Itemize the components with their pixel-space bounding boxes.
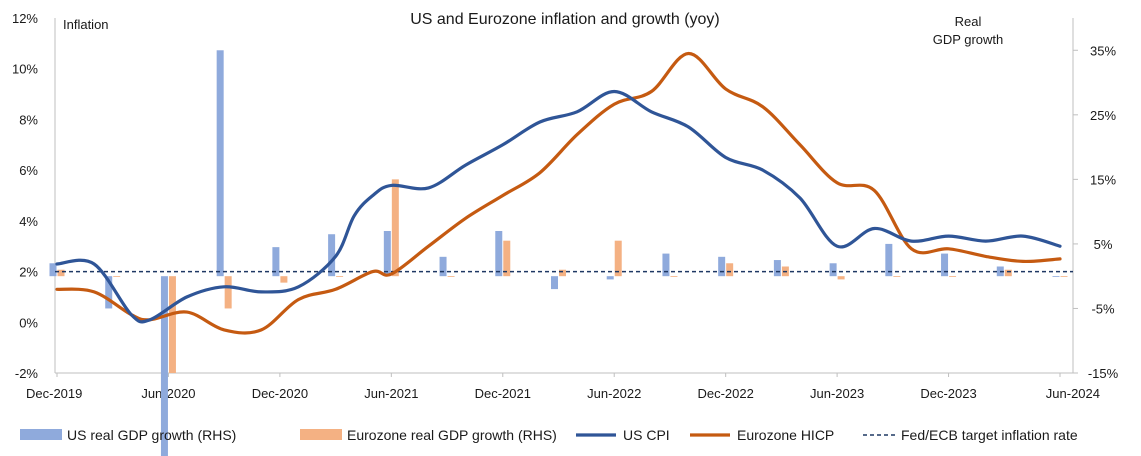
eurozone-gdp-bar xyxy=(837,276,845,280)
plot-area: -2% 0% 2% 4% 6% 8% 10% 12% -15% -5% 5% 15% 25% 35% Dec… xyxy=(12,11,1119,456)
eurozone-gdp-bar xyxy=(336,276,344,277)
eurozone-gdp-bar xyxy=(726,263,734,277)
us-gdp-bar xyxy=(1052,276,1060,277)
legend-us-gdp-label: US real GDP growth (RHS) xyxy=(67,427,236,443)
left-tick-label: 6% xyxy=(19,163,38,178)
eurozone-gdp-bar xyxy=(503,240,511,277)
eurozone-gdp-bar xyxy=(559,269,566,277)
eurozone-gdp-bar xyxy=(57,269,65,277)
us-gdp-bar xyxy=(606,276,614,280)
legend-us-gdp: US real GDP growth (RHS) xyxy=(20,427,236,443)
left-tick-label: 2% xyxy=(19,265,38,280)
right-axis-label-line-1: Real xyxy=(955,14,982,29)
legend-eurozone-gdp: Eurozone real GDP growth (RHS) xyxy=(300,427,557,443)
x-tick-label: Jun-2020 xyxy=(141,386,195,401)
x-tick-label: Jun-2022 xyxy=(587,386,641,401)
x-tick-label: Dec-2021 xyxy=(475,386,531,401)
left-tick-label: -2% xyxy=(15,366,39,381)
us-gdp-bar xyxy=(829,263,837,277)
eurozone-hicp-line xyxy=(55,51,1062,335)
us-gdp-bar xyxy=(49,263,57,277)
us-gdp-bar xyxy=(105,276,113,309)
eurozone-gdp-bar xyxy=(168,276,176,373)
eurozone-gdp-bar xyxy=(670,276,678,277)
right-tick-label: -15% xyxy=(1088,366,1119,381)
legend-us-cpi: US CPI xyxy=(576,427,670,443)
legend-eurozone-gdp-swatch xyxy=(300,429,342,440)
right-axis-label-line-2: GDP growth xyxy=(933,32,1004,47)
eurozone-gdp-bar xyxy=(893,276,901,277)
right-tick-label: 25% xyxy=(1090,108,1116,123)
eurozone-gdp-bar xyxy=(1060,276,1068,277)
us-gdp-bar xyxy=(551,276,558,290)
eurozone-gdp-bar xyxy=(614,240,622,277)
us-gdp-bar xyxy=(662,253,670,277)
x-tick-label: Dec-2020 xyxy=(252,386,308,401)
eurozone-gdp-bar xyxy=(224,276,232,309)
legend-eurozone-hicp: Eurozone HICP xyxy=(690,427,834,443)
x-tick-label: Jun-2024 xyxy=(1046,386,1100,401)
x-tick-label: Dec-2022 xyxy=(697,386,753,401)
left-tick-label: 10% xyxy=(12,62,38,77)
legend-target: Fed/ECB target inflation rate xyxy=(863,427,1078,443)
right-tick-label: 15% xyxy=(1090,172,1116,187)
x-tick-label: Jun-2021 xyxy=(364,386,418,401)
eurozone-gdp-bar xyxy=(391,179,399,277)
chart-title: US and Eurozone inflation and growth (yo… xyxy=(410,11,720,28)
legend-eurozone-hicp-label: Eurozone HICP xyxy=(737,427,834,443)
us-gdp-bar xyxy=(885,243,893,277)
legend-us-gdp-swatch xyxy=(20,429,62,440)
eurozone-gdp-bar xyxy=(1004,269,1012,277)
us-gdp-bar xyxy=(328,234,336,277)
us-gdp-bar xyxy=(718,256,726,277)
eurozone-gdp-bar xyxy=(447,276,455,277)
x-tick-label: Dec-2019 xyxy=(26,386,82,401)
legend-us-cpi-label: US CPI xyxy=(623,427,670,443)
us-gdp-bar xyxy=(941,253,949,277)
us-gdp-bar xyxy=(272,247,280,277)
left-tick-label: 8% xyxy=(19,112,38,127)
right-tick-label: 5% xyxy=(1094,237,1113,252)
us-gdp-bar xyxy=(495,231,503,277)
left-axis-label: Inflation xyxy=(63,17,109,32)
eurozone-gdp-bar xyxy=(949,276,957,277)
eurozone-gdp-bar xyxy=(113,276,121,277)
legend-target-label: Fed/ECB target inflation rate xyxy=(901,427,1078,443)
x-tick-label: Dec-2023 xyxy=(920,386,976,401)
us-gdp-bar xyxy=(439,256,447,277)
left-tick-label: 12% xyxy=(12,11,38,26)
eurozone-gdp-bar xyxy=(280,276,288,283)
us-gdp-bar xyxy=(773,260,781,277)
right-tick-label: -5% xyxy=(1091,301,1115,316)
us-cpi-line xyxy=(55,89,1062,324)
left-tick-label: 4% xyxy=(19,214,38,229)
us-gdp-bar xyxy=(383,231,391,277)
us-gdp-bar xyxy=(216,50,224,277)
us-gdp-bar xyxy=(160,276,168,456)
right-tick-label: 35% xyxy=(1090,43,1116,58)
legend: US real GDP growth (RHS) Eurozone real GD… xyxy=(20,427,1078,443)
left-tick-label: 0% xyxy=(19,315,38,330)
x-tick-label: Jun-2023 xyxy=(810,386,864,401)
legend-eurozone-gdp-label: Eurozone real GDP growth (RHS) xyxy=(347,427,557,443)
